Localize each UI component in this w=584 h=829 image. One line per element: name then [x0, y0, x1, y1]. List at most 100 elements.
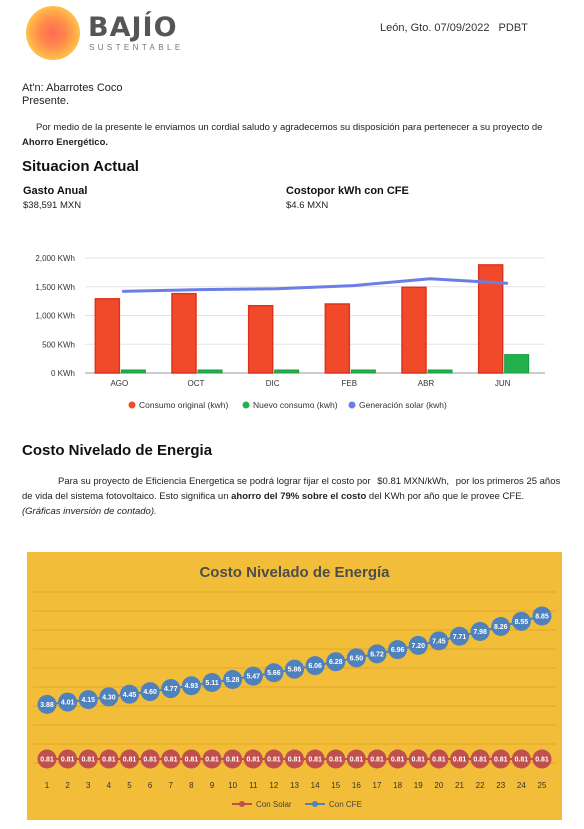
data-label: 0.81 [288, 757, 302, 764]
x-tick-label: ABR [418, 379, 435, 388]
point-con-cfe [511, 611, 531, 631]
y-tick-label: 2,000 KWh [35, 254, 75, 263]
legend-label: Consumo original (kwh) [139, 400, 228, 410]
point-con-solar [99, 749, 119, 769]
point-con-solar [223, 749, 243, 769]
point-con-cfe [99, 687, 119, 707]
data-label: 4.45 [123, 692, 137, 699]
legend-marker [348, 401, 356, 409]
data-label: 0.81 [102, 757, 116, 764]
bar-nuevo-consumo [120, 369, 146, 374]
data-label: 4.01 [61, 700, 75, 707]
header-date-block: León, Gto. 07/09/2022 PDBT [380, 22, 534, 34]
x-tick-label: AGO [110, 379, 128, 388]
point-con-solar [491, 749, 511, 769]
x-tick-label: 24 [517, 781, 526, 790]
x-tick-label: 23 [496, 781, 505, 790]
point-con-solar [367, 749, 387, 769]
location-date: León, Gto. 07/09/2022 [380, 22, 490, 34]
data-label: 0.81 [185, 757, 199, 764]
gasto-label: Gasto Anual [23, 185, 88, 197]
data-label: 0.81 [473, 757, 487, 764]
data-label: 0.81 [246, 757, 260, 764]
levelized-cost-chart: Costo Nivelado de Energía 0.81 0.81 0.81 0.8… [27, 552, 562, 820]
x-tick-label: 1 [45, 781, 50, 790]
x-tick-label: 4 [107, 781, 112, 790]
chart-background [27, 552, 562, 820]
y-tick-label: 500 KWh [42, 340, 75, 349]
data-label: 5.66 [267, 670, 281, 677]
bar-nuevo-consumo [504, 354, 530, 374]
data-label: 8.26 [494, 624, 508, 631]
data-label: 5.47 [246, 674, 260, 681]
y-tick-label: 0 KWh [51, 369, 75, 378]
point-con-solar [78, 749, 98, 769]
data-label: 8.55 [515, 619, 529, 626]
point-con-cfe [37, 694, 57, 714]
point-con-solar [511, 749, 531, 769]
bar-consumo-original [324, 303, 351, 374]
legend-marker [312, 801, 318, 807]
data-label: 6.72 [370, 651, 384, 658]
bar-nuevo-consumo [197, 369, 223, 374]
point-con-cfe [58, 692, 78, 712]
point-con-cfe [367, 644, 387, 664]
data-label: 7.20 [411, 643, 425, 650]
point-con-cfe [181, 676, 201, 696]
data-label: 0.81 [515, 757, 529, 764]
data-label: 0.81 [40, 757, 54, 764]
x-tick-label: 16 [352, 781, 361, 790]
point-con-solar [264, 749, 284, 769]
intro-bold: Ahorro Energético. [22, 137, 109, 148]
data-label: 0.81 [350, 757, 364, 764]
x-tick-label: 7 [169, 781, 174, 790]
x-tick-label: 25 [538, 781, 547, 790]
point-con-cfe [326, 652, 346, 672]
x-tick-label: FEB [342, 379, 358, 388]
point-con-solar [120, 749, 139, 769]
legend-label: Generación solar (kwh) [359, 400, 447, 410]
data-label: 4.60 [143, 689, 157, 696]
x-tick-label: DIC [266, 379, 280, 388]
x-tick-label: 10 [228, 781, 237, 790]
point-con-cfe [264, 663, 284, 683]
x-tick-label: 14 [311, 781, 320, 790]
cn-price: $0.81 MXN/kWh, [377, 476, 450, 487]
legend-label: Con Solar [256, 800, 292, 809]
cn-text-2: por los primeros 25 años de vida del sis… [22, 476, 561, 502]
bar-nuevo-consumo [350, 369, 376, 374]
x-tick-label: 17 [373, 781, 382, 790]
attention-line: At'n: Abarrotes Coco [22, 82, 123, 94]
point-con-solar [470, 749, 490, 769]
legend-marker [239, 801, 245, 807]
data-label: 4.93 [185, 683, 199, 690]
point-con-solar [243, 749, 263, 769]
x-tick-label: 22 [476, 781, 485, 790]
legend-label: Con CFE [329, 800, 362, 809]
x-tick-label: 11 [249, 781, 258, 790]
data-label: 8.85 [535, 614, 549, 621]
data-label: 0.81 [391, 757, 405, 764]
brand-logo-sun [26, 6, 80, 60]
bar-consumo-original [171, 292, 197, 374]
data-label: 0.81 [226, 757, 240, 764]
data-label: 0.81 [370, 757, 384, 764]
data-label: 0.81 [143, 757, 157, 764]
intro-text: Por medio de la presente le enviamos un … [36, 122, 543, 133]
data-label: 6.50 [350, 655, 364, 662]
x-tick-label: 13 [290, 781, 299, 790]
point-con-cfe [491, 616, 511, 636]
cn-note: (Gráficas inversión de contado). [22, 506, 157, 517]
point-con-solar [388, 749, 408, 769]
data-label: 0.81 [453, 757, 467, 764]
brand-name: BAJÍO [88, 12, 178, 43]
x-tick-label: JUN [495, 379, 511, 388]
point-con-cfe [346, 648, 366, 668]
document-code: PDBT [498, 22, 528, 34]
data-label: 7.71 [453, 634, 467, 641]
data-label: 0.81 [308, 757, 322, 764]
data-label: 0.81 [81, 757, 95, 764]
point-con-solar [285, 749, 304, 769]
data-label: 6.28 [329, 659, 343, 666]
legend-label: Nuevo consumo (kwh) [253, 400, 338, 410]
